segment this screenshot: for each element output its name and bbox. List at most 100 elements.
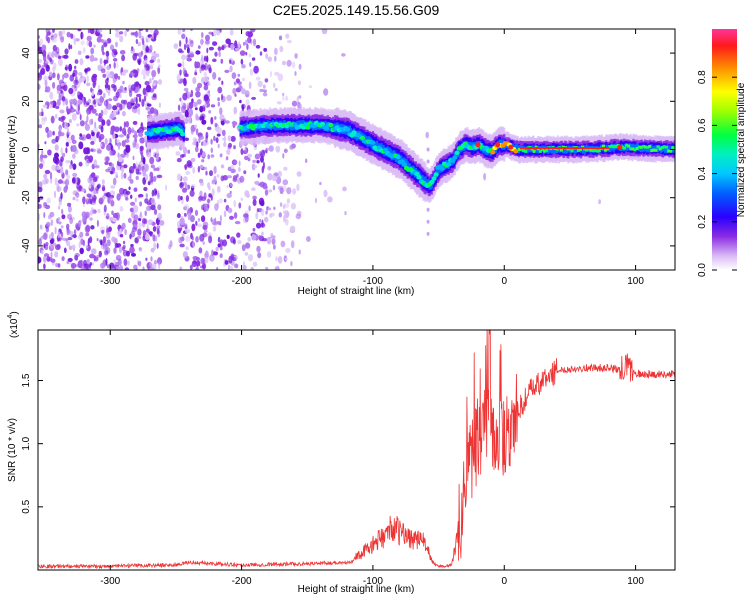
noise-dot <box>89 217 93 221</box>
noise-dot <box>226 184 229 189</box>
noise-dot <box>214 203 219 211</box>
noise-dot <box>267 207 272 211</box>
noise-dot <box>181 33 186 40</box>
noise-dot <box>38 181 43 188</box>
noise-dot <box>232 238 236 245</box>
noise-dot <box>196 223 202 228</box>
noise-dot <box>141 98 145 107</box>
ridge-core-cell <box>401 162 407 167</box>
noise-dot <box>122 80 125 85</box>
noise-dot <box>105 156 110 162</box>
ridge-core-cell <box>623 146 626 150</box>
noise-dot <box>38 238 42 246</box>
noise-dot <box>181 54 187 61</box>
noise-dot <box>138 132 144 137</box>
noise-dot <box>138 260 142 267</box>
noise-dot <box>54 144 59 151</box>
noise-dot <box>219 114 225 122</box>
noise-dot <box>138 30 142 39</box>
noise-dot <box>180 215 184 222</box>
noise-dot <box>115 41 118 48</box>
noise-dot <box>208 46 214 51</box>
noise-dot <box>251 57 256 61</box>
ridge-core-cell <box>610 144 614 148</box>
noise-dot <box>152 234 156 242</box>
x-tick-label: 0 <box>501 576 507 587</box>
noise-dot <box>241 244 246 252</box>
noise-dot <box>116 257 120 261</box>
noise-dot <box>61 256 65 261</box>
noise-dot <box>290 202 296 210</box>
noise-dot <box>296 183 300 192</box>
noise-dot <box>57 231 61 239</box>
noise-dot <box>190 29 193 32</box>
colorbar-gradient <box>712 29 737 270</box>
noise-dot <box>103 108 108 116</box>
noise-dot <box>86 35 92 42</box>
x-tick-label: -200 <box>232 276 252 287</box>
noise-dot <box>64 48 69 55</box>
noise-dot <box>106 119 111 127</box>
noise-dot <box>248 53 252 58</box>
noise-dot <box>157 66 161 75</box>
noise-dot <box>147 219 154 226</box>
noise-dot <box>267 173 273 181</box>
noise-dot <box>61 115 66 121</box>
noise-dot <box>250 266 254 270</box>
noise-dot <box>278 35 283 41</box>
x-tick-label: -300 <box>100 576 120 587</box>
noise-dot <box>70 262 77 269</box>
noise-dot <box>199 234 205 242</box>
ridge-core-cell <box>629 147 633 151</box>
noise-dot <box>241 64 246 69</box>
noise-dot <box>277 170 283 177</box>
noise-dot <box>189 215 195 223</box>
ridge-core-cell <box>654 148 658 152</box>
noise-dot <box>221 80 224 86</box>
noise-dot <box>201 215 206 223</box>
noise-dot <box>44 80 48 87</box>
noise-dot <box>145 164 149 172</box>
noise-dot <box>142 177 147 185</box>
noise-dot <box>77 186 82 192</box>
noise-dot <box>97 64 103 72</box>
noise-dot <box>203 55 207 62</box>
noise-dot <box>158 102 161 108</box>
noise-dot <box>209 254 215 262</box>
noise-dot <box>232 177 238 183</box>
ridge-band-cell <box>626 145 629 151</box>
ridge-core-cell <box>673 147 675 151</box>
noise-dot <box>227 135 232 142</box>
noise-dot <box>182 176 188 182</box>
ridge-band-cell <box>667 146 670 152</box>
noise-dot <box>38 118 41 125</box>
noise-dot <box>226 94 232 101</box>
noise-dot <box>116 62 119 69</box>
ridge-core-cell <box>545 148 549 152</box>
noise-dot <box>49 101 55 105</box>
noise-dot <box>236 173 239 178</box>
noise-dot <box>63 82 67 86</box>
noise-dot <box>217 101 220 107</box>
ridge-core-cell <box>414 171 420 177</box>
noise-dot <box>187 91 191 100</box>
noise-dot <box>75 192 80 198</box>
noise-dot <box>101 184 106 192</box>
noise-dot <box>44 169 51 175</box>
ridge-peak-dot <box>495 142 501 148</box>
ridge-core-cell <box>345 127 351 132</box>
noise-dot <box>85 244 89 249</box>
x-tick-label: 0 <box>501 276 507 287</box>
noise-dot <box>41 149 44 156</box>
noise-dot <box>60 147 63 155</box>
noise-dot <box>145 206 150 212</box>
noise-dot <box>112 133 116 139</box>
noise-dot <box>210 116 214 125</box>
noise-dot <box>232 257 236 261</box>
noise-dot <box>286 187 292 195</box>
noise-dot <box>97 149 102 154</box>
noise-dot <box>184 117 189 125</box>
noise-dot <box>47 149 52 156</box>
noise-dot <box>128 89 133 98</box>
noise-dot <box>216 127 222 135</box>
